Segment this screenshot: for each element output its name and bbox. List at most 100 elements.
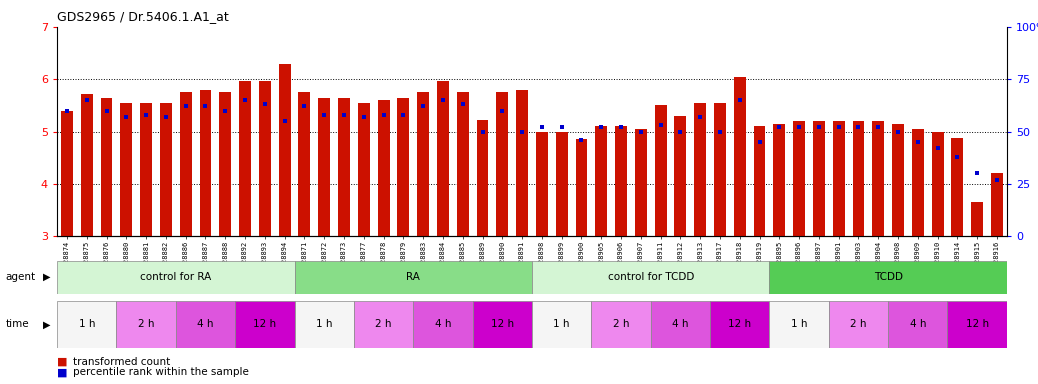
Bar: [160, 103, 172, 236]
Bar: [496, 92, 509, 236]
Text: 2 h: 2 h: [612, 319, 629, 329]
Point: [474, 128, 491, 135]
Bar: [180, 92, 192, 236]
Point: [771, 124, 788, 131]
Point: [395, 112, 412, 118]
Bar: [555, 131, 568, 236]
Bar: [532, 261, 769, 294]
Point: [632, 128, 649, 135]
Text: 1 h: 1 h: [316, 319, 332, 329]
Text: 1 h: 1 h: [79, 319, 95, 329]
Bar: [120, 103, 132, 236]
Bar: [278, 63, 291, 236]
Bar: [651, 301, 710, 348]
Bar: [813, 121, 825, 236]
Text: 1 h: 1 h: [553, 319, 570, 329]
Bar: [61, 111, 73, 236]
Text: 2 h: 2 h: [850, 319, 867, 329]
Point: [335, 112, 352, 118]
Point: [791, 124, 808, 131]
Point: [593, 124, 609, 131]
Point: [830, 124, 847, 131]
Bar: [616, 126, 627, 236]
Point: [217, 108, 234, 114]
Bar: [828, 301, 889, 348]
Bar: [413, 301, 472, 348]
Text: 4 h: 4 h: [909, 319, 926, 329]
Bar: [236, 301, 295, 348]
Text: 2 h: 2 h: [138, 319, 155, 329]
Bar: [889, 301, 948, 348]
Point: [870, 124, 886, 131]
Point: [890, 128, 906, 135]
Bar: [101, 98, 112, 236]
Point: [158, 114, 174, 120]
Bar: [219, 92, 231, 236]
Bar: [754, 126, 765, 236]
Bar: [472, 301, 532, 348]
Bar: [516, 90, 528, 236]
Point: [672, 128, 688, 135]
Bar: [872, 121, 884, 236]
Bar: [295, 301, 354, 348]
Point: [177, 103, 194, 109]
Bar: [734, 76, 745, 236]
Text: ▶: ▶: [43, 319, 50, 329]
Point: [573, 137, 590, 143]
Bar: [991, 174, 1003, 236]
Point: [355, 114, 372, 120]
Point: [850, 124, 867, 131]
Bar: [417, 92, 429, 236]
Point: [118, 114, 135, 120]
Bar: [932, 131, 944, 236]
Point: [692, 114, 709, 120]
Text: time: time: [5, 319, 29, 329]
Bar: [952, 138, 963, 236]
Point: [197, 103, 214, 109]
Text: 2 h: 2 h: [376, 319, 391, 329]
Bar: [536, 131, 548, 236]
Bar: [710, 301, 769, 348]
Point: [534, 124, 550, 131]
Point: [296, 103, 312, 109]
Bar: [793, 121, 805, 236]
Text: TCDD: TCDD: [874, 272, 903, 283]
Text: ■: ■: [57, 367, 67, 377]
Text: 12 h: 12 h: [253, 319, 276, 329]
Text: RA: RA: [406, 272, 420, 283]
Text: 12 h: 12 h: [491, 319, 514, 329]
Bar: [457, 92, 469, 236]
Bar: [358, 103, 370, 236]
Bar: [319, 98, 330, 236]
Text: 12 h: 12 h: [965, 319, 989, 329]
Text: 4 h: 4 h: [197, 319, 214, 329]
Text: 4 h: 4 h: [435, 319, 452, 329]
Point: [494, 108, 511, 114]
Point: [968, 170, 985, 177]
Bar: [239, 81, 251, 236]
Point: [909, 139, 926, 145]
Point: [811, 124, 827, 131]
Point: [553, 124, 570, 131]
Point: [435, 97, 452, 103]
Point: [256, 101, 273, 108]
Point: [316, 112, 332, 118]
Text: agent: agent: [5, 272, 35, 282]
Point: [732, 97, 748, 103]
Bar: [694, 103, 706, 236]
Point: [455, 101, 471, 108]
Bar: [57, 301, 116, 348]
Point: [376, 112, 392, 118]
Bar: [258, 81, 271, 236]
Bar: [575, 139, 588, 236]
Point: [415, 103, 432, 109]
Bar: [714, 103, 726, 236]
Bar: [655, 105, 666, 236]
Point: [237, 97, 253, 103]
Text: ■: ■: [57, 357, 67, 367]
Point: [79, 97, 95, 103]
Bar: [532, 301, 592, 348]
Bar: [398, 98, 409, 236]
Bar: [476, 120, 489, 236]
Point: [138, 112, 155, 118]
